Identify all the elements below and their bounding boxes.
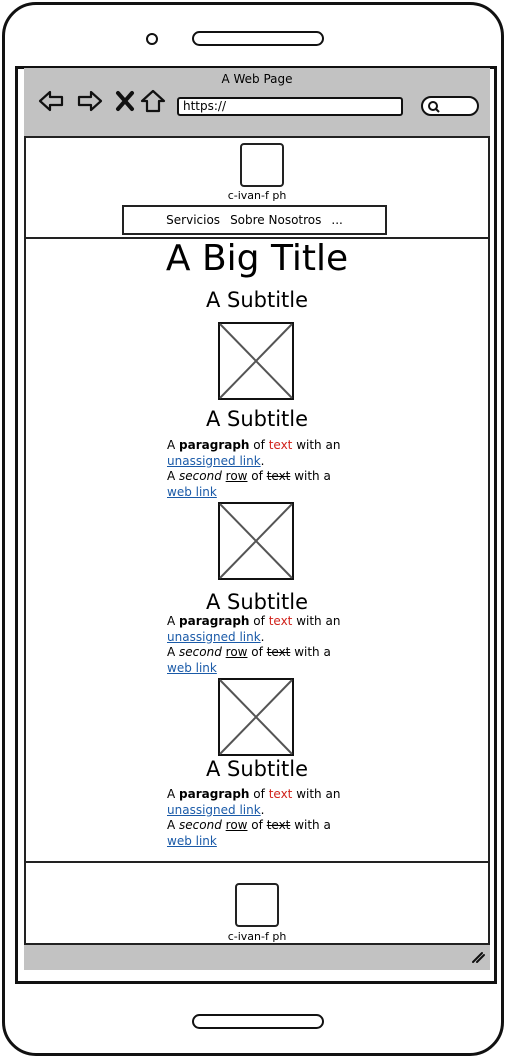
section-subtitle: A Subtitle — [205, 757, 309, 781]
header-brand: c-ivan-f ph — [227, 189, 287, 202]
footer-divider — [24, 861, 490, 863]
speaker-grille — [192, 31, 324, 46]
section-paragraph: A paragraph of text with an unassigned l… — [167, 787, 341, 848]
page-subtitle: A Subtitle — [205, 288, 309, 312]
home-icon[interactable] — [140, 88, 166, 114]
resize-grip-icon[interactable] — [470, 950, 486, 964]
unassigned-link[interactable]: unassigned link — [167, 802, 261, 817]
web-link[interactable]: web link — [167, 660, 217, 675]
section-subtitle: A Subtitle — [205, 407, 309, 431]
nav-item-sobre-nosotros[interactable]: Sobre Nosotros — [230, 213, 322, 227]
section-paragraph: A paragraph of text with an unassigned l… — [167, 438, 341, 499]
footer-brand: c-ivan-f ph — [227, 930, 287, 943]
browser-window — [24, 68, 490, 970]
camera-icon — [146, 33, 158, 45]
site-nav: Servicios Sobre Nosotros ... — [122, 205, 387, 235]
home-button[interactable] — [192, 1014, 324, 1029]
nav-item-servicios[interactable]: Servicios — [166, 213, 221, 227]
back-arrow-icon[interactable] — [38, 88, 64, 114]
window-title: A Web Page — [221, 72, 293, 86]
web-link[interactable]: web link — [167, 833, 217, 848]
page-title: A Big Title — [165, 238, 349, 279]
unassigned-link[interactable]: unassigned link — [167, 629, 261, 644]
section-paragraph: A paragraph of text with an unassigned l… — [167, 614, 341, 675]
web-link[interactable]: web link — [167, 484, 217, 499]
phone-screen — [15, 66, 497, 984]
unassigned-link[interactable]: unassigned link — [167, 453, 261, 468]
address-bar-input[interactable]: https:// — [177, 97, 403, 116]
search-field[interactable] — [421, 96, 479, 116]
section-subtitle: A Subtitle — [205, 590, 309, 614]
search-icon — [428, 101, 440, 113]
header-logo — [240, 143, 284, 187]
forward-arrow-icon[interactable] — [77, 88, 103, 114]
footer-logo — [235, 883, 279, 927]
image-placeholder-icon — [218, 502, 294, 580]
nav-item-more[interactable]: ... — [331, 213, 343, 227]
image-placeholder-icon — [218, 322, 294, 400]
image-placeholder-icon — [218, 678, 294, 756]
close-icon[interactable] — [113, 88, 139, 114]
header-divider — [24, 237, 490, 239]
phone-frame — [2, 2, 504, 1056]
browser-status-bar — [24, 943, 490, 970]
